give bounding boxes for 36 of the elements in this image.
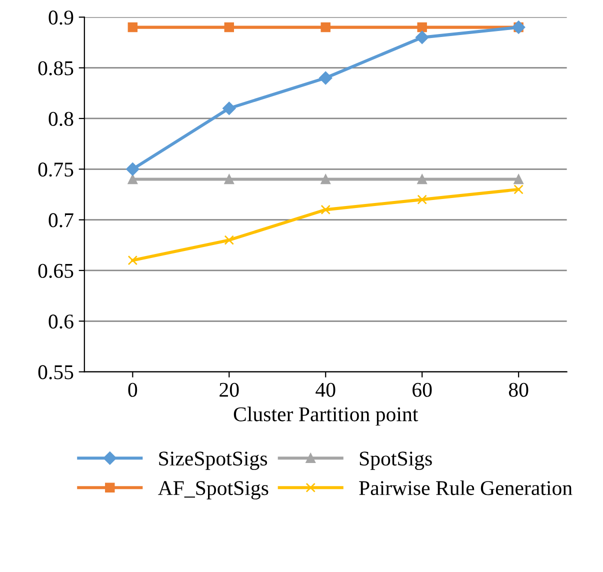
point (417, 194, 427, 204)
point (417, 174, 427, 184)
point (224, 174, 234, 184)
point (224, 235, 234, 245)
x-tick-label: 20 (220, 382, 239, 397)
x-tick-label: 0 (128, 382, 138, 397)
point (126, 162, 140, 176)
x-tick-label: 80 (508, 382, 528, 397)
point (416, 30, 429, 44)
x-axis-title: Cluster Partition point (234, 406, 418, 426)
y-tick-label: 0.75 (38, 162, 74, 177)
x-tick-label: 60 (412, 382, 432, 397)
point (320, 22, 330, 32)
y-tick-label: 0.85 (38, 61, 74, 76)
point (128, 255, 138, 266)
point (320, 204, 330, 215)
point (128, 22, 138, 32)
point (514, 174, 524, 184)
y-tick-label: 0.8 (48, 112, 74, 126)
y-tick-label: 0.6 (48, 314, 74, 329)
point (514, 184, 524, 194)
point (320, 174, 330, 184)
point (319, 71, 332, 85)
point (222, 102, 236, 115)
legend-label: AF_SpotSigs (158, 481, 268, 500)
y-tick-label: 0.65 (38, 264, 74, 278)
legend-label: Pairwise Rule Generation (359, 480, 572, 496)
point (128, 174, 138, 184)
point (417, 22, 427, 32)
legend-label: SizeSpotSigs (159, 452, 268, 470)
y-tick-label: 0.55 (38, 365, 74, 380)
legend-label: SpotSigs (360, 452, 432, 470)
y-tick-label: 0.7 (48, 213, 74, 228)
x-tick-label: 40 (316, 382, 336, 397)
y-tick-label: 0.9 (48, 10, 74, 25)
point (224, 22, 234, 32)
